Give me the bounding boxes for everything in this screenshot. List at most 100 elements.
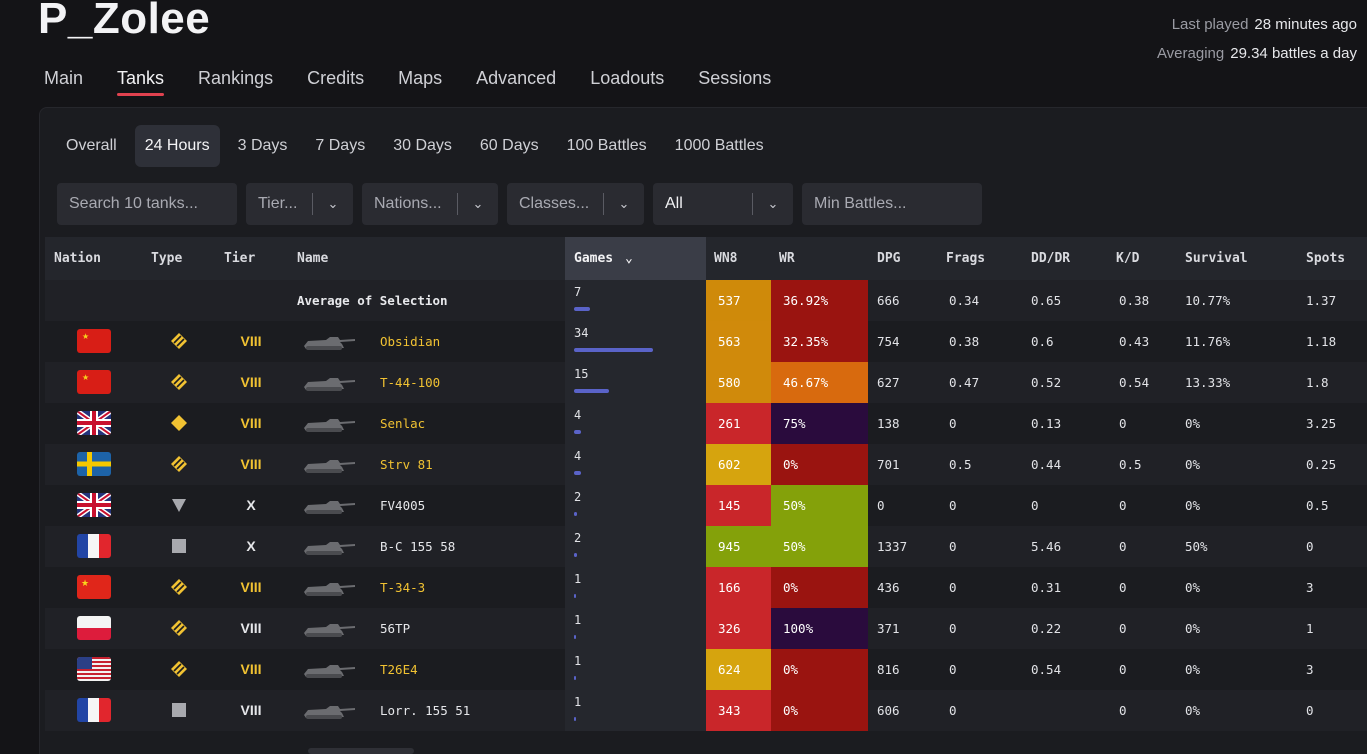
header-wn8[interactable]: WN8: [714, 251, 738, 266]
tank-name[interactable]: T26E4: [380, 662, 418, 677]
period-30-days[interactable]: 30 Days: [393, 137, 452, 154]
tab-maps[interactable]: Maps: [398, 68, 443, 88]
nations-select[interactable]: Nations... ⌄: [362, 183, 498, 225]
spots-value: 3.25: [1306, 416, 1337, 431]
dddr-value: 0.22: [1031, 621, 1062, 636]
period-1000-battles[interactable]: 1000 Battles: [674, 137, 764, 154]
period-3-days[interactable]: 3 Days: [237, 137, 288, 154]
tab-advanced[interactable]: Advanced: [476, 68, 557, 88]
tank-image: [300, 455, 356, 475]
flag-france-icon: [77, 534, 111, 558]
tab-main[interactable]: Main: [44, 68, 84, 88]
header-frags[interactable]: Frags: [946, 251, 986, 266]
flag-usa-icon: [77, 657, 111, 681]
games-value: 1: [574, 695, 582, 709]
kd-value: 0: [1119, 539, 1127, 554]
wr-value: 0%: [771, 649, 868, 690]
tier-select[interactable]: Tier... ⌄: [246, 183, 353, 225]
tank-name[interactable]: Lorr. 155 51: [380, 703, 471, 718]
tier-label: X: [246, 538, 256, 554]
frags-value: 0.34: [949, 293, 980, 308]
dpg-value: 1337: [877, 539, 908, 554]
dpg-value: 701: [877, 457, 900, 472]
horizontal-scrollbar[interactable]: [308, 748, 414, 754]
tank-image: [300, 619, 356, 639]
tier-label: VIII: [240, 661, 262, 677]
spots-value: 0.5: [1306, 498, 1329, 513]
period-100-battles[interactable]: 100 Battles: [566, 137, 647, 154]
spots-value: 3: [1306, 662, 1314, 677]
tank-name[interactable]: Obsidian: [380, 334, 441, 349]
tab-rankings[interactable]: Rankings: [198, 68, 274, 88]
chevron-down-icon: ⌄: [624, 251, 633, 266]
tier-label: X: [246, 497, 256, 513]
header-name[interactable]: Name: [297, 251, 329, 266]
header-survival[interactable]: Survival: [1185, 251, 1248, 266]
flag-uk-icon: [77, 411, 111, 435]
spots-value: 1.37: [1306, 293, 1337, 308]
tab-tanks[interactable]: Tanks: [117, 68, 165, 96]
table-body: Average of Selection 7 537 36.92% 666 0.34 0.6…: [45, 280, 1367, 731]
header-nation[interactable]: Nation: [54, 251, 101, 266]
medium-class-icon: [171, 579, 187, 595]
min-battles-input[interactable]: Min Battles...: [802, 183, 982, 225]
tab-sessions[interactable]: Sessions: [698, 68, 772, 88]
header-wr[interactable]: WR: [779, 251, 795, 266]
header-games[interactable]: Games ⌄: [565, 237, 706, 280]
tank-name[interactable]: FV4005: [380, 498, 426, 513]
svg-text:★: ★: [82, 373, 89, 382]
dddr-value: 0.13: [1031, 416, 1062, 431]
tank-name[interactable]: B-C 155 58: [380, 539, 456, 554]
tab-credits[interactable]: Credits: [307, 68, 365, 88]
type-select[interactable]: All ⌄: [653, 183, 793, 225]
player-name: P_Zolee: [38, 0, 211, 43]
tank-name[interactable]: T-44-100: [380, 375, 441, 390]
dpg-value: 436: [877, 580, 900, 595]
table-header: Nation Type Tier Name Games ⌄ WN8 WR DPG…: [45, 237, 1367, 280]
header-type[interactable]: Type: [151, 251, 183, 266]
header-dpg[interactable]: DPG: [877, 251, 901, 266]
header-spots[interactable]: Spots: [1306, 251, 1346, 266]
dddr-value: 0.54: [1031, 662, 1062, 677]
period-60-days[interactable]: 60 Days: [479, 137, 539, 154]
wr-value: 100%: [771, 608, 868, 649]
games-cell: 34: [565, 321, 706, 362]
wn8-value: 602: [706, 444, 771, 485]
games-value: 2: [574, 531, 582, 545]
table-row: X B-C 155 58 2 945 50% 1337 0 5.46 0 50% 0: [45, 526, 1367, 567]
tank-name[interactable]: 56TP: [380, 621, 411, 636]
games-cell: 7: [565, 280, 706, 321]
flag-poland-icon: [77, 616, 111, 640]
header-dddr[interactable]: DD/DR: [1031, 251, 1071, 266]
period-24-hours[interactable]: 24 Hours: [134, 125, 220, 167]
header-tier[interactable]: Tier: [224, 251, 256, 266]
flag-ussr-icon: ★: [77, 329, 111, 353]
header-kd[interactable]: K/D: [1116, 251, 1140, 266]
dpg-value: 371: [877, 621, 900, 636]
period-overall[interactable]: Overall: [66, 137, 117, 154]
period-7-days[interactable]: 7 Days: [315, 137, 366, 154]
tier-label: VIII: [240, 415, 262, 431]
tab-loadouts[interactable]: Loadouts: [590, 68, 665, 88]
search-input[interactable]: Search 10 tanks...: [57, 183, 237, 225]
tank-name[interactable]: Senlac: [380, 416, 426, 431]
frags-value: 0: [949, 580, 957, 595]
spots-value: 3: [1306, 580, 1314, 595]
type-value: All: [665, 195, 683, 212]
table-row: X FV4005 2 145 50% 0 0 0 0 0% 0.5: [45, 485, 1367, 526]
spots-value: 0: [1306, 703, 1314, 718]
wr-value: 32.35%: [771, 321, 868, 362]
survival-value: 11.76%: [1185, 334, 1231, 349]
table-row: ★ VIII T-44-100 15 580 46.67% 627 0.47 0.52 0.54 1…: [45, 362, 1367, 403]
tank-name[interactable]: Strv 81: [380, 457, 433, 472]
spots-value: 1: [1306, 621, 1314, 636]
averaging-label: Averaging: [1156, 45, 1225, 62]
wr-value: 50%: [771, 526, 868, 567]
tank-image: [300, 496, 356, 516]
frags-value: 0: [949, 703, 957, 718]
classes-select[interactable]: Classes... ⌄: [507, 183, 644, 225]
wn8-value: 945: [706, 526, 771, 567]
wr-value: 0%: [771, 567, 868, 608]
tank-name[interactable]: T-34-3: [380, 580, 426, 595]
tanks-table: Nation Type Tier Name Games ⌄ WN8 WR DPG…: [45, 237, 1367, 731]
